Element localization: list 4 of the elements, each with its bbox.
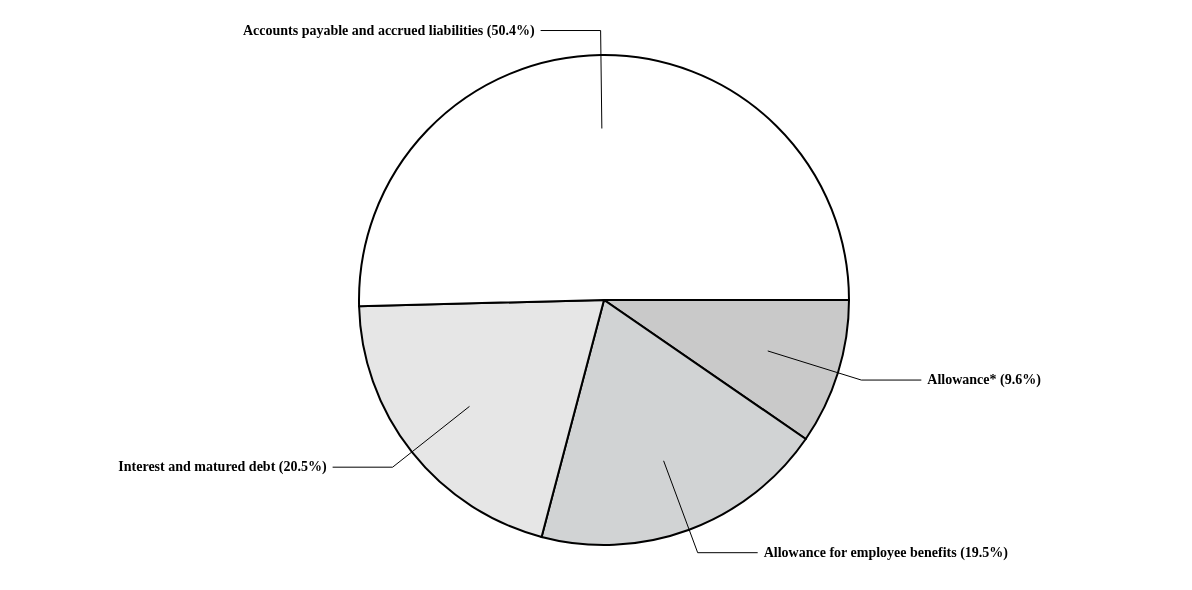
slice-label: Interest and matured debt (20.5%) bbox=[118, 459, 327, 476]
slice-label: Accounts payable and accrued liabilities (50.4%) bbox=[242, 22, 535, 39]
slice-label: Allowance* (9.6%) bbox=[927, 372, 1042, 389]
slice-label: Allowance for employee benefits (19.5%) bbox=[763, 544, 1009, 561]
